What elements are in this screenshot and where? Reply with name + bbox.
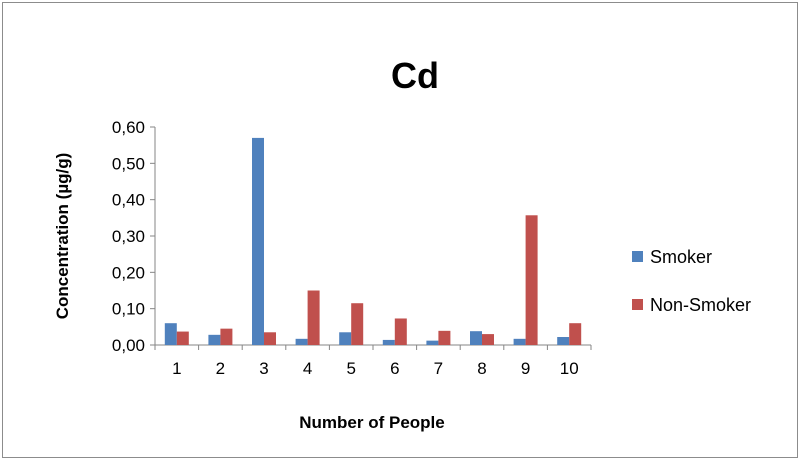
y-tick-label: 0,30 <box>112 227 145 246</box>
legend-label: Smoker <box>650 247 712 267</box>
bar-non-smoker-4 <box>307 290 320 345</box>
y-tick-label: 0,10 <box>112 300 145 319</box>
bar-smoker-10 <box>557 337 570 345</box>
legend-swatch <box>632 299 643 310</box>
bar-smoker-4 <box>295 338 308 345</box>
bar-smoker-3 <box>252 137 264 345</box>
bar-smoker-7 <box>426 340 439 345</box>
bar-smoker-8 <box>470 331 482 345</box>
bar-smoker-6 <box>382 339 395 345</box>
chart-title: Cd <box>391 55 439 96</box>
x-tick-label: 6 <box>390 359 399 378</box>
legend: Smoker Non-Smoker <box>632 247 751 315</box>
x-tick-label: 10 <box>560 359 579 378</box>
y-tick-label: 0,50 <box>112 154 145 173</box>
x-tick-label: 9 <box>521 359 530 378</box>
bar-non-smoker-5 <box>351 303 364 345</box>
chart-frame <box>2 2 798 458</box>
bar-non-smoker-3 <box>264 332 276 345</box>
legend-swatch <box>632 251 643 262</box>
bar-non-smoker-7 <box>438 330 451 345</box>
bar-non-smoker-6 <box>394 318 407 345</box>
y-tick-label: 0,20 <box>112 263 145 282</box>
bar-smoker-5 <box>339 332 352 345</box>
bar-non-smoker-8 <box>482 334 494 345</box>
x-tick-label: 2 <box>216 359 225 378</box>
bars-group <box>164 137 582 345</box>
x-tick-label: 3 <box>259 359 268 378</box>
bar-smoker-1 <box>164 323 177 345</box>
y-tick-label: 0,60 <box>112 118 145 137</box>
bar-non-smoker-10 <box>569 323 582 345</box>
x-tick-label: 5 <box>346 359 355 378</box>
legend-label: Non-Smoker <box>650 295 751 315</box>
x-tick-label: 1 <box>172 359 181 378</box>
y-tick-label: 0,40 <box>112 191 145 210</box>
bar-non-smoker-1 <box>176 331 189 345</box>
y-tick-label: 0,00 <box>112 336 145 355</box>
x-axis-ticks: 1 2 3 4 5 6 7 8 9 10 <box>154 345 592 378</box>
bar-non-smoker-9 <box>525 215 538 345</box>
x-tick-label: 7 <box>434 359 443 378</box>
x-axis-title: Number of People <box>299 413 444 432</box>
y-axis-ticks: 0,00 0,10 0,20 0,30 0,40 0,50 0,60 <box>112 118 155 355</box>
x-tick-label: 8 <box>477 359 486 378</box>
y-axis-title: Concentration (µg/g) <box>53 153 72 320</box>
bar-smoker-2 <box>208 334 221 345</box>
x-tick-label: 4 <box>303 359 312 378</box>
bar-smoker-9 <box>513 338 526 345</box>
bar-non-smoker-2 <box>220 328 233 345</box>
